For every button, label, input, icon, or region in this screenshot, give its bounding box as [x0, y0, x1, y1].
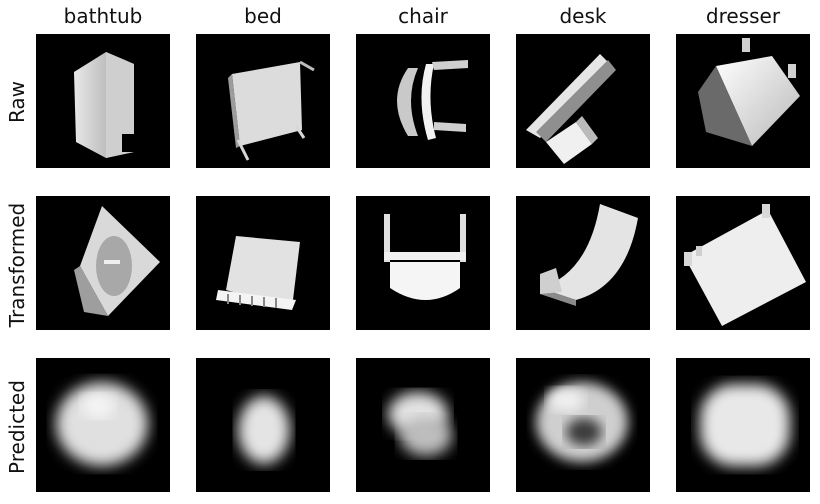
column-label-chair: chair: [398, 4, 448, 28]
transformed-desk-image: [516, 196, 650, 330]
row-label-transformed: Transformed: [5, 202, 29, 328]
predicted-bed-image: [196, 358, 330, 492]
column-label-bed: bed: [244, 4, 282, 28]
raw-bed-image: [196, 34, 330, 168]
raw-chair-image: [356, 34, 490, 168]
transformed-dresser-image: [676, 196, 810, 330]
column-label-desk: desk: [559, 4, 607, 28]
column-label-bathtub: bathtub: [63, 4, 143, 28]
transformed-bed-image: [196, 196, 330, 330]
predicted-chair-image: [356, 358, 490, 492]
raw-bathtub-image: [36, 34, 170, 168]
row-label-predicted: Predicted: [5, 380, 29, 474]
raw-desk-image: [516, 34, 650, 168]
transformed-bathtub-image: [36, 196, 170, 330]
raw-dresser-image: [676, 34, 810, 168]
transformed-chair-image: [356, 196, 490, 330]
row-label-raw: Raw: [5, 80, 29, 124]
column-label-dresser: dresser: [705, 4, 781, 28]
predicted-desk-image: [516, 358, 650, 492]
predicted-dresser-image: [676, 358, 810, 492]
predicted-bathtub-image: [36, 358, 170, 492]
